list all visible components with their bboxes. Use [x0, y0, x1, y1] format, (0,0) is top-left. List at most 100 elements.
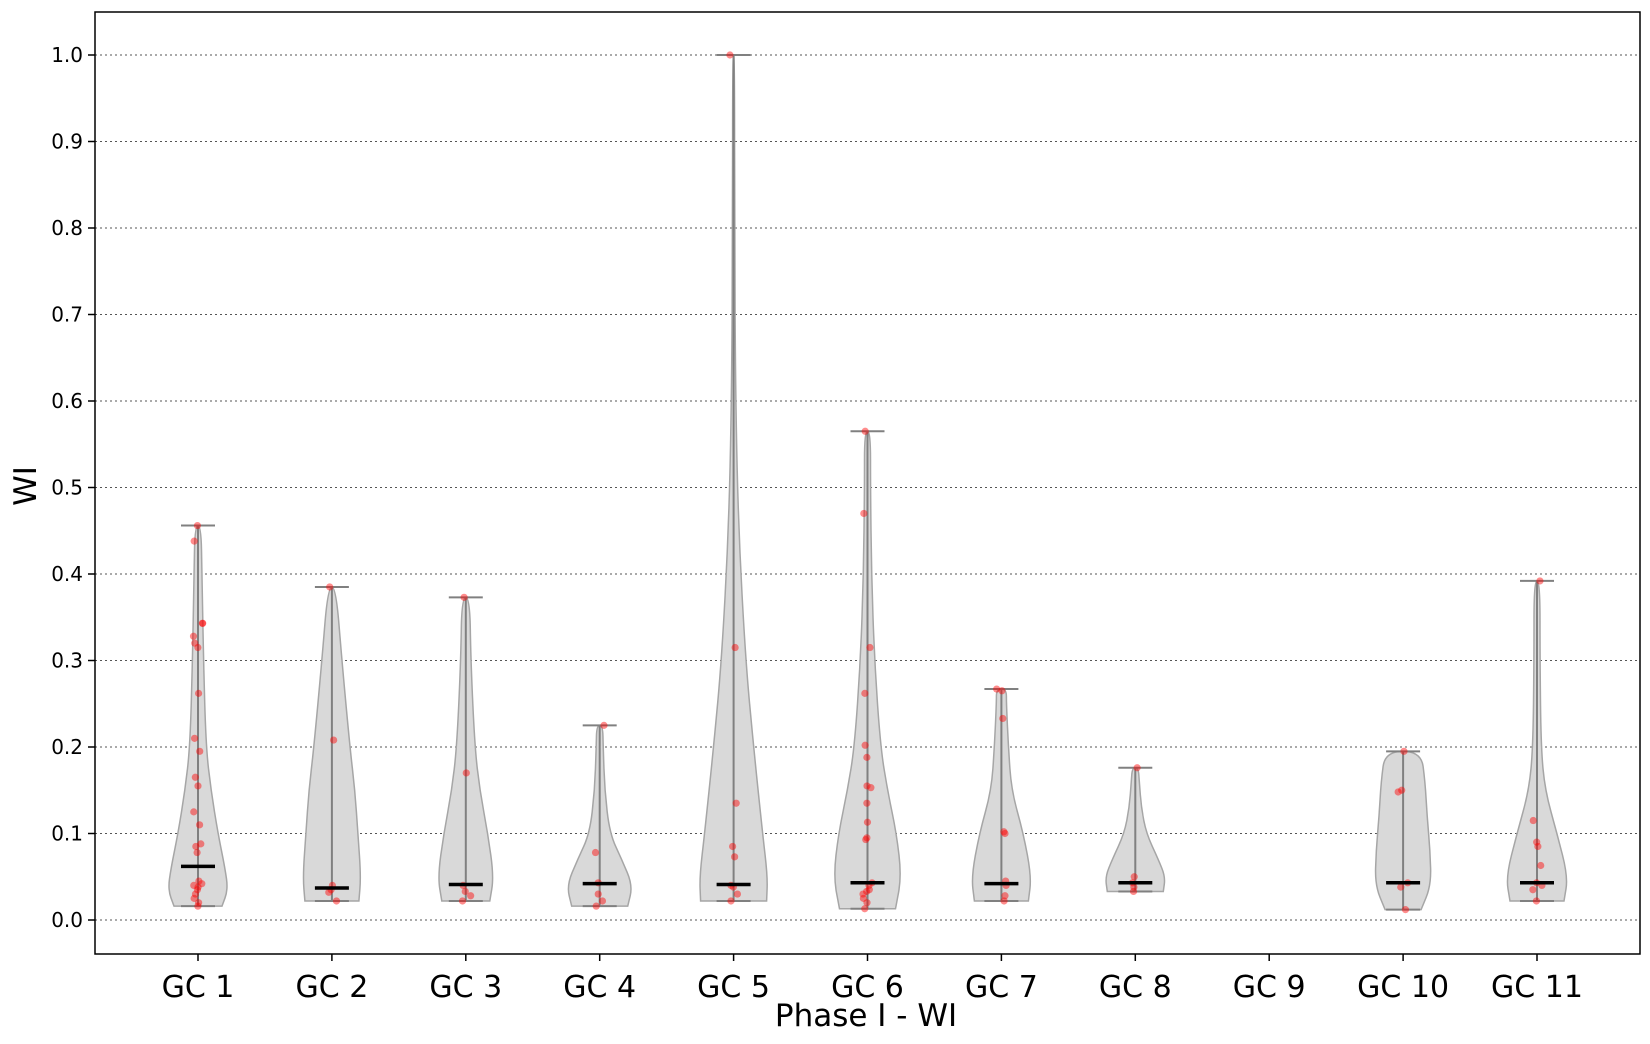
- data-point: [726, 51, 734, 59]
- y-tick-label: 0.2: [51, 735, 83, 759]
- x-tick-label: GC 6: [831, 970, 904, 1005]
- data-point: [462, 769, 470, 777]
- y-tick-label: 0.9: [51, 130, 83, 154]
- data-point: [861, 427, 869, 435]
- y-tick-label: 0.8: [51, 216, 83, 240]
- data-point: [859, 890, 867, 898]
- data-point: [863, 782, 871, 790]
- data-point: [193, 886, 202, 894]
- violins: [168, 51, 1568, 914]
- data-point: [195, 821, 204, 829]
- data-point: [197, 840, 205, 848]
- data-point: [1529, 816, 1537, 825]
- data-point: [999, 714, 1007, 723]
- data-point: [733, 890, 742, 898]
- x-tick-label: GC 3: [429, 970, 502, 1005]
- data-point: [729, 842, 737, 851]
- data-point: [731, 853, 739, 861]
- data-point: [194, 643, 202, 652]
- y-tick-label: 0.4: [51, 562, 83, 586]
- y-tick-label: 0.0: [51, 908, 83, 932]
- data-point: [1129, 887, 1138, 896]
- data-point: [1536, 577, 1544, 585]
- data-point: [196, 747, 204, 755]
- data-point: [591, 848, 600, 857]
- data-point: [1130, 873, 1138, 881]
- x-axis-title: Phase I - WI: [775, 998, 957, 1034]
- x-axis-ticks: GC 1 GC 2 GC 3 GC 4 GC 5 GC 6 GC 7 GC 8 GC 9 GC 1…: [162, 954, 1583, 1005]
- plot-frame: [94, 11, 1641, 955]
- data-point: [1537, 861, 1545, 870]
- data-point: [332, 897, 341, 905]
- data-point: [1394, 788, 1402, 796]
- data-point: [189, 632, 198, 640]
- data-point: [861, 689, 869, 697]
- violin-gc-10: [1374, 747, 1432, 914]
- violin-gc-8: [1105, 764, 1166, 896]
- data-point: [863, 753, 871, 761]
- data-point: [195, 689, 203, 697]
- violin-gc-5: [699, 51, 768, 905]
- data-point: [993, 685, 1001, 693]
- data-point: [190, 894, 198, 902]
- data-point: [732, 799, 740, 807]
- x-tick-label: GC 1: [162, 970, 235, 1005]
- data-point: [190, 881, 198, 890]
- data-point: [193, 848, 201, 857]
- data-point: [1133, 764, 1141, 772]
- data-point: [1401, 906, 1410, 914]
- violin-gc-7: [971, 685, 1032, 905]
- data-point: [458, 897, 467, 905]
- data-point: [863, 799, 871, 807]
- data-point: [863, 818, 872, 826]
- y-tick-label: 0.1: [51, 822, 83, 846]
- data-point: [863, 887, 871, 896]
- violin-gc-2: [302, 583, 362, 905]
- data-point: [859, 894, 868, 902]
- data-point: [193, 521, 202, 530]
- data-point: [192, 842, 200, 851]
- data-point: [862, 835, 870, 844]
- data-point: [1398, 786, 1406, 794]
- data-point: [198, 619, 206, 627]
- x-tick-label: GC 2: [295, 970, 368, 1005]
- y-tick-label: 0.6: [51, 389, 83, 413]
- data-point: [1397, 883, 1405, 891]
- violin-gc-3: [438, 593, 494, 905]
- x-tick-label: GC 7: [965, 970, 1038, 1005]
- data-point: [1532, 897, 1541, 905]
- violin-gc-1: [168, 521, 228, 910]
- y-axis-ticks: 0.0 0.1 0.2 0.3 0.4 0.5 0.6 0.7 0.8 0.9 1.0: [51, 43, 95, 932]
- data-point: [1130, 883, 1138, 891]
- y-axis-title: WI: [8, 466, 44, 506]
- data-point: [867, 784, 875, 792]
- data-point: [194, 902, 202, 910]
- data-point: [600, 721, 608, 729]
- violin-gc-4: [567, 721, 632, 910]
- data-point: [190, 734, 199, 742]
- data-point: [330, 736, 338, 744]
- x-tick-label: GC 11: [1491, 970, 1583, 1005]
- y-tick-label: 0.7: [51, 303, 83, 327]
- violin-gc-6: [834, 427, 901, 913]
- data-point: [461, 887, 469, 896]
- data-point: [194, 883, 202, 891]
- data-point: [460, 593, 468, 601]
- data-point: [1533, 838, 1541, 846]
- data-point: [1529, 886, 1537, 894]
- y-tick-label: 0.3: [51, 649, 83, 673]
- data-point: [325, 888, 333, 896]
- y-tick-label: 1.0: [51, 43, 83, 67]
- data-point: [191, 890, 200, 898]
- data-point: [731, 643, 739, 652]
- y-tick-label: 0.5: [51, 476, 83, 500]
- x-tick-label: GC 9: [1233, 970, 1306, 1005]
- data-point: [727, 897, 735, 905]
- data-point: [195, 877, 203, 885]
- data-point: [191, 773, 199, 781]
- data-point: [1000, 897, 1008, 905]
- data-point: [1400, 747, 1408, 755]
- data-point: [1001, 892, 1009, 900]
- data-point: [861, 905, 869, 913]
